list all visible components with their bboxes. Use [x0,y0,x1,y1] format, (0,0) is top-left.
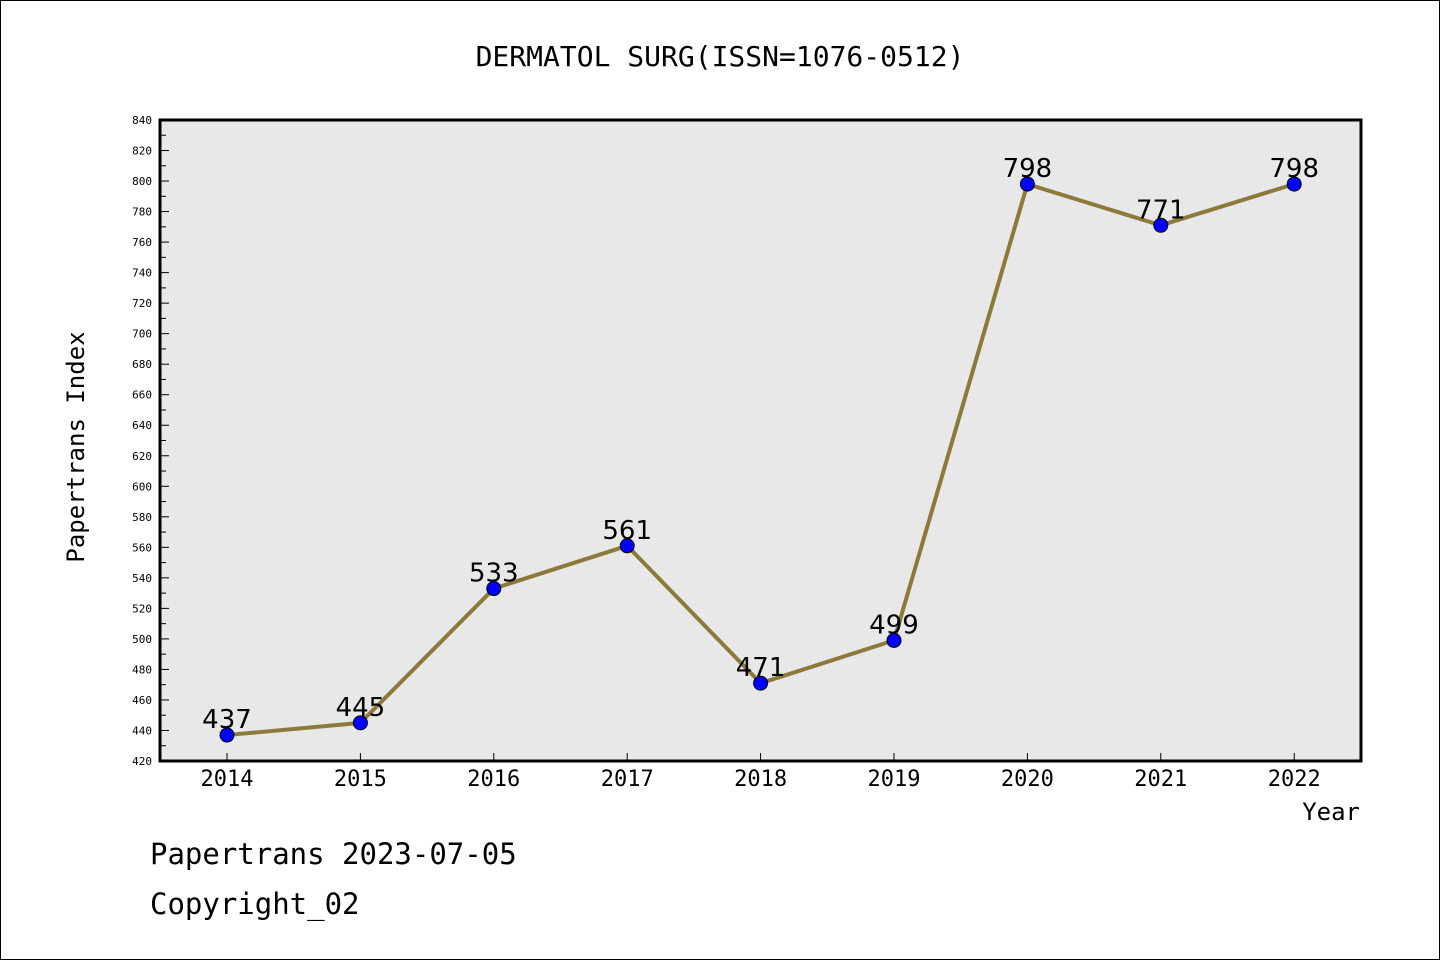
y-tick-label: 840 [132,114,152,127]
x-axis: 2014 2015 2016 2017 2018 2019 2020 2021 2022 [201,753,1321,792]
data-point [486,581,502,597]
y-tick-label: 460 [132,694,152,707]
y-tick-label: 760 [132,236,152,249]
y-tick-label: 600 [132,480,152,493]
data-labels: 437 445 533 561 471 499 798 771 798 [202,154,1319,735]
data-point [1286,176,1302,192]
y-tick-label: 580 [132,511,152,524]
data-label: 499 [869,610,919,640]
data-point [753,675,769,691]
y-tick-label: 620 [132,450,152,463]
data-point [1153,217,1169,233]
data-point [219,727,235,743]
data-label: 437 [202,705,252,735]
y-tick-label: 780 [132,206,152,219]
footer-date: Papertrans 2023-07-05 [150,837,517,871]
data-point [1019,176,1035,192]
footer-copyright: Copyright_02 [150,887,360,922]
x-tick-label: 2019 [868,767,921,792]
y-tick-label: 500 [132,633,152,646]
y-tick-label: 440 [132,724,152,737]
chart-title: DERMATOL SURG(ISSN=1076-0512) [476,40,965,73]
x-tick-label: 2022 [1268,767,1321,792]
x-tick-label: 2018 [734,767,787,792]
data-point [352,715,368,731]
data-point [886,632,902,648]
y-axis-title: Papertrans Index [62,331,90,562]
x-tick-label: 2021 [1134,767,1187,792]
y-tick-label: 540 [132,572,152,585]
data-label: 561 [602,516,652,546]
y-axis: 420 440 460 480 500 520 540 560 580 600 620 640 660 6… [132,114,169,768]
y-tick-label: 680 [132,358,152,371]
data-label: 798 [1003,154,1053,184]
x-axis-title: Year [1302,798,1360,826]
y-tick-label: 420 [132,755,152,768]
data-label: 471 [736,653,786,683]
data-point [619,538,635,554]
x-tick-label: 2016 [467,767,520,792]
y-tick-label: 800 [132,175,152,188]
y-tick-label: 740 [132,267,152,280]
y-tick-label: 700 [132,328,152,341]
y-tick-label: 820 [132,145,152,158]
y-tick-label: 560 [132,541,152,554]
x-tick-label: 2015 [334,767,387,792]
data-label: 533 [469,559,519,589]
data-label: 771 [1136,195,1186,225]
x-tick-label: 2020 [1001,767,1054,792]
y-tick-label: 640 [132,419,152,432]
y-tick-label: 720 [132,297,152,310]
data-label: 798 [1269,154,1319,184]
y-tick-label: 520 [132,602,152,615]
data-label: 445 [336,693,386,723]
y-tick-label: 480 [132,663,152,676]
data-points [219,176,1302,743]
x-tick-label: 2014 [201,767,254,792]
y-tick-label: 660 [132,389,152,402]
x-tick-label: 2017 [601,767,654,792]
